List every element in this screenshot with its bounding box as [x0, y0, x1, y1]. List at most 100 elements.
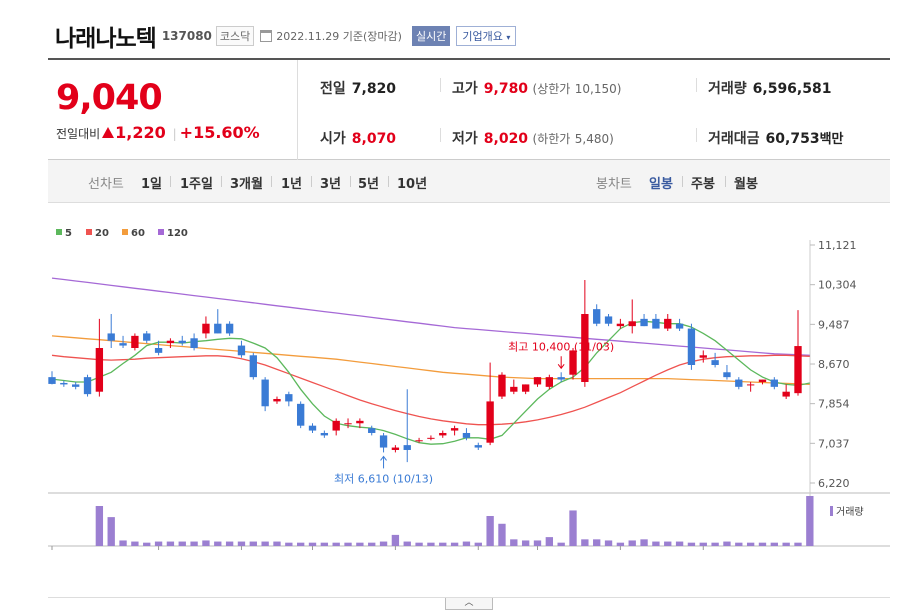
tab-candle-weekly[interactable]: 주봉 [691, 177, 715, 192]
candle-body [510, 386, 518, 392]
volume-bar [427, 542, 435, 546]
tab-period-1w[interactable]: 1주일 [180, 177, 213, 192]
volume-bar [273, 541, 281, 546]
tab-period-3m[interactable]: 3개월 [230, 177, 263, 192]
candle-body [794, 346, 802, 394]
tab-period-5y[interactable]: 5년 [358, 177, 380, 192]
high-price: 고가 9,780 (상한가 10,150) [452, 78, 621, 98]
change-label: 전일대비 [56, 127, 101, 141]
low-value: 8,020 [483, 131, 529, 147]
company-info-button[interactable]: 기업개요 ▾ [456, 26, 517, 46]
candle-body [119, 343, 127, 346]
candle-body [285, 394, 293, 402]
candle-body [604, 316, 613, 324]
legend-swatch [122, 229, 128, 235]
candle-body [652, 318, 660, 329]
divider [48, 597, 890, 598]
volume-bar [533, 540, 542, 546]
candle-chart-label: 봉차트 [596, 177, 632, 192]
volume-legend-swatch [830, 506, 833, 516]
candle-body [166, 340, 175, 344]
volume-bar [379, 541, 388, 546]
legend-label: 5 [65, 228, 72, 239]
legend-label: 60 [131, 228, 145, 239]
volume-bar [225, 541, 234, 546]
candle-body [320, 432, 329, 436]
candle-body [107, 333, 115, 341]
candlestick-chart-svg[interactable]: 11,121 10,304 9,487 8,670 7,854 7,037 6,220 5 20… [36, 210, 890, 565]
divider [696, 128, 697, 142]
volume-bar [285, 542, 293, 546]
volume-bar [545, 537, 554, 546]
price-chart[interactable]: 11,121 10,304 9,487 8,670 7,854 7,037 6,220 5 20… [36, 210, 890, 565]
legend-label: 120 [167, 228, 188, 239]
candle-body [770, 379, 778, 387]
volume-label: 거래량 [708, 81, 747, 97]
stock-code: 137080 [161, 29, 212, 43]
tab-candle-monthly[interactable]: 월봉 [734, 177, 758, 192]
candle-body [699, 355, 707, 358]
tab-period-1d[interactable]: 1일 [141, 177, 163, 192]
price-summary: 9,040 전일대비 1,220 | +15.60% 전일 7,820 고가 9,780… [48, 58, 890, 160]
y-tick-label: 7,854 [818, 398, 850, 411]
low-label: 저가 [452, 131, 478, 147]
volume-bar [368, 542, 376, 546]
candle-body [72, 384, 80, 387]
tab-period-1y[interactable]: 1년 [281, 177, 303, 192]
candle-body [237, 345, 246, 356]
realtime-button[interactable]: 실시간 [411, 26, 451, 46]
candle-body [202, 323, 210, 334]
candle-body [782, 391, 790, 397]
volume-bar [439, 542, 447, 546]
volume-bar [758, 542, 767, 546]
candle-body [664, 318, 672, 329]
volume-bar [296, 542, 305, 546]
divider [350, 176, 351, 187]
candle-body [616, 323, 625, 327]
volume-value: 6,596,581 [752, 81, 832, 97]
legend-swatch [158, 229, 164, 235]
candle-body [758, 379, 767, 382]
candle-body [474, 445, 482, 448]
candle-body [83, 377, 92, 395]
volume-bar [131, 541, 139, 546]
volume: 거래량 6,596,581 [708, 78, 831, 98]
volume-bar [498, 523, 506, 546]
candle-body [154, 347, 163, 353]
chevron-down-icon: ▾ [506, 33, 511, 42]
open-label: 시가 [320, 131, 346, 147]
open-value: 8,070 [351, 131, 397, 147]
candle-body [521, 384, 530, 392]
tab-candle-daily[interactable]: 일봉 [649, 177, 673, 192]
tab-period-10y[interactable]: 10년 [397, 177, 428, 192]
volume-legend-label: 거래량 [836, 506, 864, 518]
volume-bar [675, 541, 684, 546]
candle-body [439, 432, 447, 436]
chart-background [48, 210, 890, 552]
high-label: 고가 [452, 81, 478, 97]
divider [221, 176, 222, 187]
candle-body [498, 374, 506, 397]
candle-body [628, 321, 636, 327]
volume-bar [450, 542, 459, 546]
amount-label: 거래대금 [708, 131, 760, 147]
volume-bar [474, 542, 482, 546]
tab-period-3y[interactable]: 3년 [320, 177, 342, 192]
change-percent: +15.60% [179, 123, 260, 142]
line-chart-label: 선차트 [88, 177, 124, 192]
y-tick-label: 10,304 [818, 279, 857, 292]
change-value: 1,220 [115, 123, 166, 142]
y-tick-label: 11,121 [818, 239, 857, 252]
volume-bar [403, 541, 411, 546]
volume-bar [640, 539, 648, 546]
collapse-button[interactable]: ︿ [445, 598, 493, 610]
candle-body [711, 360, 719, 365]
divider [388, 176, 389, 187]
volume-bar [320, 542, 329, 546]
volume-bar [604, 540, 613, 546]
candle-body [143, 333, 151, 341]
upper-limit-value: 10,150) [574, 82, 622, 96]
candle-body [391, 447, 400, 450]
candle-body [249, 355, 257, 378]
candle-body [178, 340, 186, 344]
